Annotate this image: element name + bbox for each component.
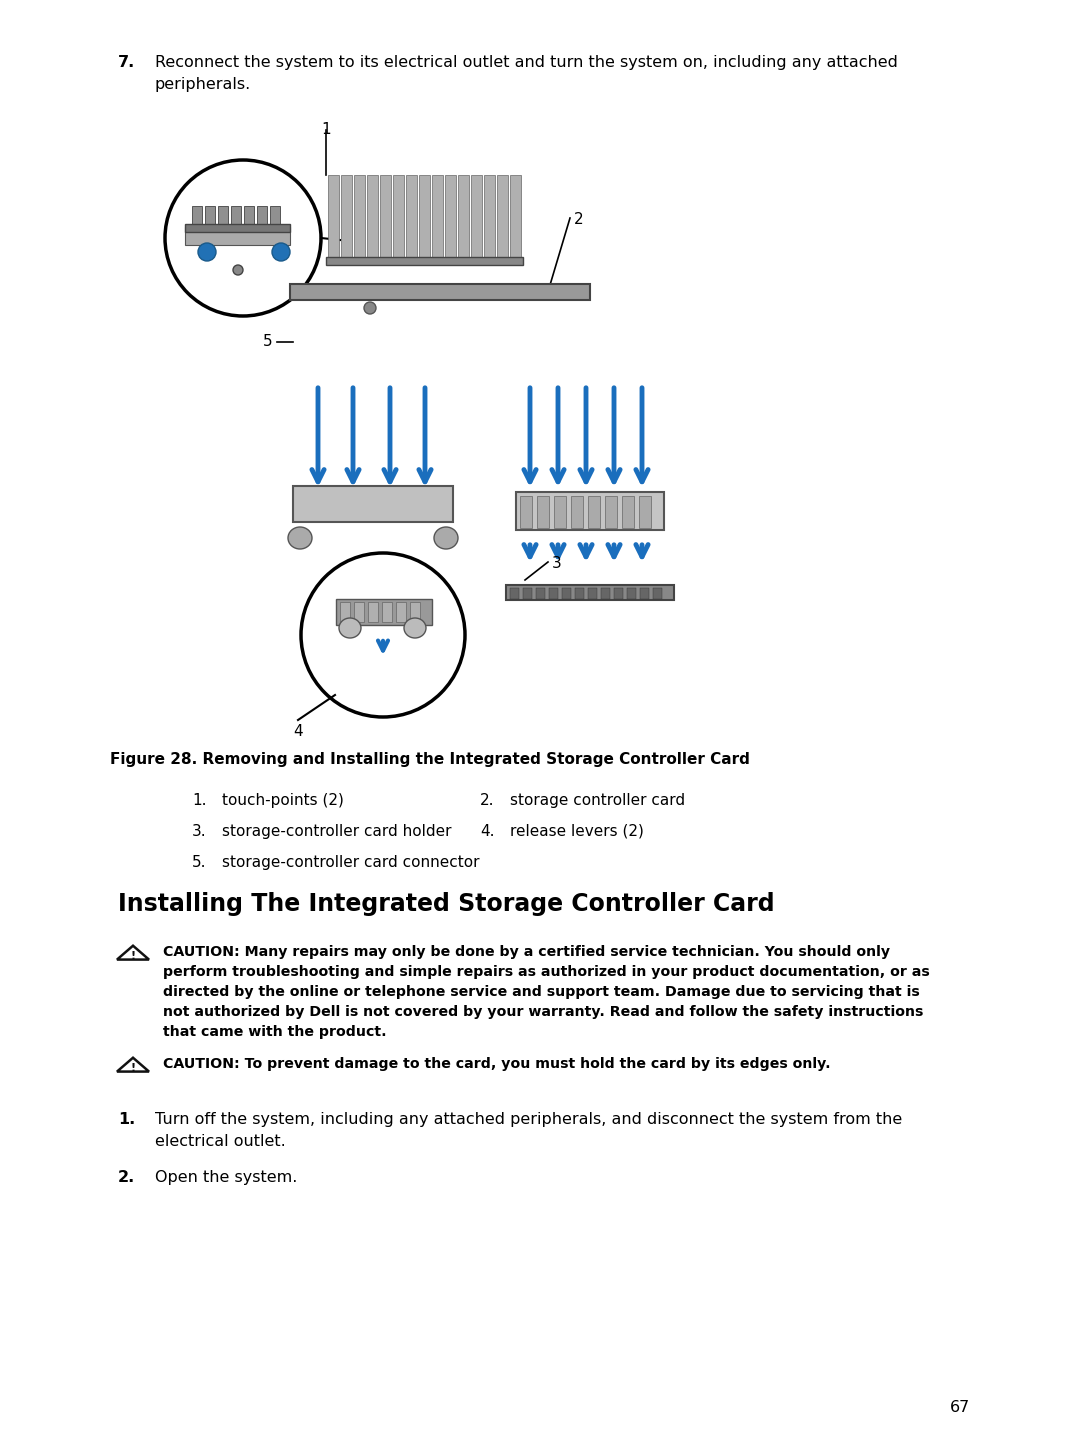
Bar (406, 175, 417, 257)
Bar (205, 206, 215, 228)
Bar (270, 206, 280, 228)
Bar (575, 588, 584, 599)
Bar (354, 175, 365, 257)
Bar (244, 206, 254, 228)
Bar (419, 175, 430, 257)
Bar (510, 588, 519, 599)
Bar (639, 496, 651, 528)
Bar (497, 175, 508, 257)
Text: 67: 67 (950, 1400, 970, 1415)
Bar (396, 602, 406, 622)
Ellipse shape (434, 528, 458, 549)
Bar (588, 496, 600, 528)
Text: perform troubleshooting and simple repairs as authorized in your product documen: perform troubleshooting and simple repai… (163, 965, 930, 979)
Circle shape (364, 303, 376, 314)
Text: 2.: 2. (480, 793, 495, 807)
Bar (627, 588, 636, 599)
Bar (516, 492, 664, 531)
Bar (562, 588, 571, 599)
Text: 4.: 4. (480, 825, 495, 839)
Bar (393, 175, 404, 257)
Bar (185, 227, 291, 245)
Bar (622, 496, 634, 528)
Bar (510, 175, 521, 257)
Text: peripherals.: peripherals. (156, 77, 252, 92)
Ellipse shape (404, 618, 426, 638)
Bar (380, 175, 391, 257)
Bar (471, 175, 482, 257)
Text: 4: 4 (293, 724, 302, 739)
Text: 2: 2 (573, 212, 583, 227)
Bar (445, 175, 456, 257)
Text: Open the system.: Open the system. (156, 1170, 297, 1184)
Ellipse shape (288, 528, 312, 549)
Ellipse shape (339, 618, 361, 638)
Bar (554, 496, 566, 528)
Bar (293, 486, 453, 522)
Text: !: ! (131, 1063, 136, 1073)
Text: that came with the product.: that came with the product. (163, 1025, 387, 1040)
Bar (549, 588, 558, 599)
Text: Figure 28. Removing and Installing the Integrated Storage Controller Card: Figure 28. Removing and Installing the I… (110, 751, 750, 767)
Text: Reconnect the system to its electrical outlet and turn the system on, including : Reconnect the system to its electrical o… (156, 54, 897, 70)
Text: storage-controller card connector: storage-controller card connector (222, 855, 480, 870)
Text: 1.: 1. (118, 1111, 135, 1127)
Bar (257, 206, 267, 228)
Bar (382, 602, 392, 622)
Text: not authorized by Dell is not covered by your warranty. Read and follow the safe: not authorized by Dell is not covered by… (163, 1005, 923, 1020)
Circle shape (272, 242, 291, 261)
Text: touch-points (2): touch-points (2) (222, 793, 343, 807)
Bar (615, 588, 623, 599)
Bar (653, 588, 662, 599)
Text: !: ! (131, 951, 136, 961)
Text: 1: 1 (321, 122, 330, 138)
Bar (523, 588, 532, 599)
Bar (341, 175, 352, 257)
Text: 3: 3 (552, 556, 562, 571)
Bar (536, 588, 545, 599)
Bar (291, 284, 590, 300)
Text: 3.: 3. (192, 825, 206, 839)
Bar (328, 175, 339, 257)
Text: release levers (2): release levers (2) (510, 825, 644, 839)
Bar (588, 588, 597, 599)
Text: CAUTION: Many repairs may only be done by a certified service technician. You sh: CAUTION: Many repairs may only be done b… (163, 945, 890, 959)
Text: 5.: 5. (192, 855, 206, 870)
Text: 1.: 1. (192, 793, 206, 807)
Text: directed by the online or telephone service and support team. Damage due to serv: directed by the online or telephone serv… (163, 985, 920, 999)
Bar (432, 175, 443, 257)
Bar (519, 496, 532, 528)
Text: CAUTION: To prevent damage to the card, you must hold the card by its edges only: CAUTION: To prevent damage to the card, … (163, 1057, 831, 1071)
Bar (640, 588, 649, 599)
Bar (537, 496, 549, 528)
Text: 7.: 7. (118, 54, 135, 70)
Bar (605, 496, 617, 528)
Bar (218, 206, 228, 228)
Bar (354, 602, 364, 622)
Text: storage-controller card holder: storage-controller card holder (222, 825, 451, 839)
Text: storage controller card: storage controller card (510, 793, 685, 807)
Bar (336, 599, 432, 625)
Bar (571, 496, 583, 528)
Bar (484, 175, 495, 257)
Bar (368, 602, 378, 622)
Bar (367, 175, 378, 257)
Bar (458, 175, 469, 257)
Bar (507, 585, 674, 599)
Text: Turn off the system, including any attached peripherals, and disconnect the syst: Turn off the system, including any attac… (156, 1111, 902, 1127)
Bar (326, 257, 523, 265)
Text: 5: 5 (264, 334, 273, 350)
Circle shape (198, 242, 216, 261)
Circle shape (233, 265, 243, 275)
Bar (192, 206, 202, 228)
Bar (340, 602, 350, 622)
Bar (231, 206, 241, 228)
Bar (410, 602, 420, 622)
Bar (185, 224, 291, 232)
Bar (600, 588, 610, 599)
Text: 2.: 2. (118, 1170, 135, 1184)
Text: Installing The Integrated Storage Controller Card: Installing The Integrated Storage Contro… (118, 892, 774, 916)
Text: electrical outlet.: electrical outlet. (156, 1134, 286, 1149)
